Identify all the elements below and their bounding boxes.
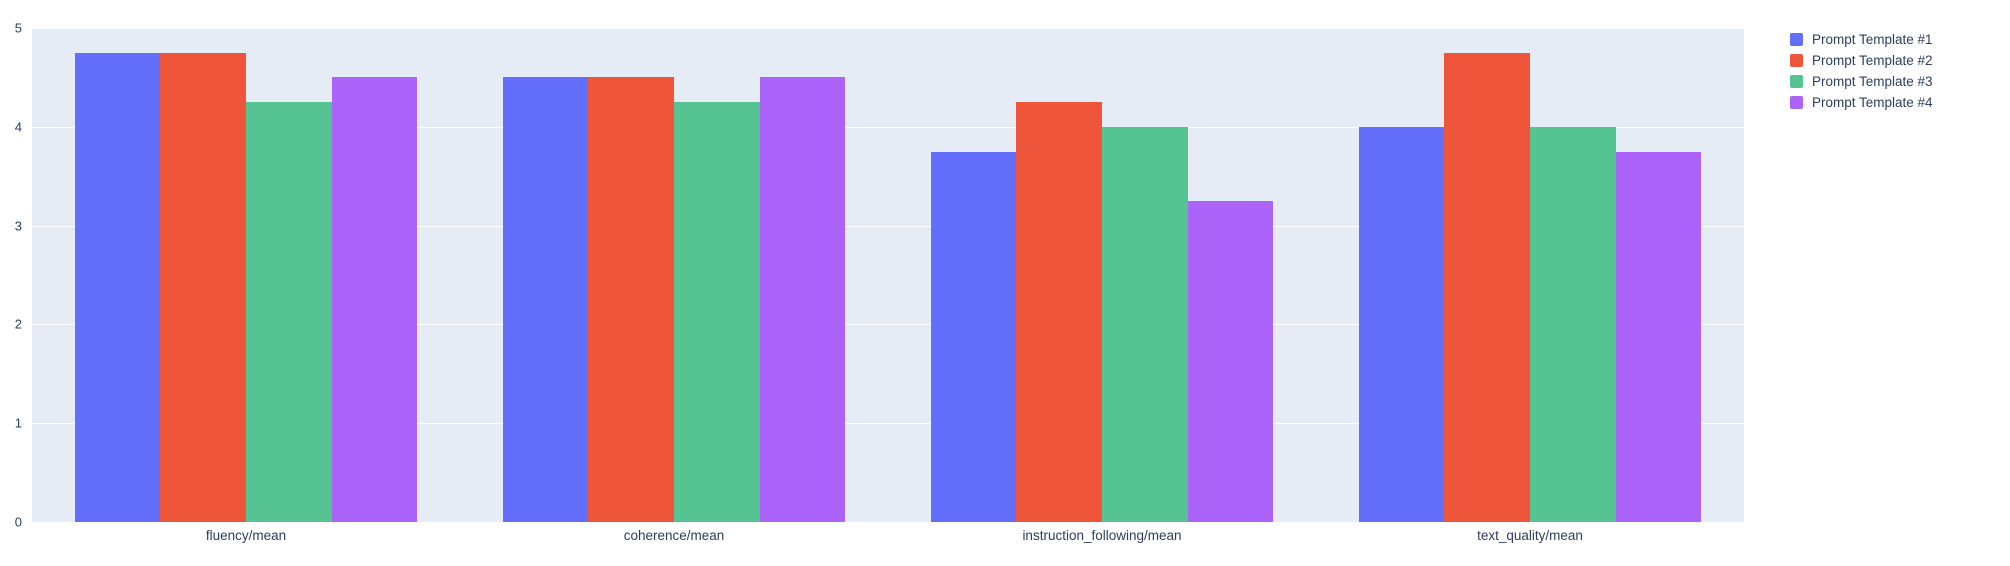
y-axis: 0 1 2 3 4 5 [0,22,26,529]
legend-label: Prompt Template #2 [1812,53,1933,68]
bar[interactable] [1101,126,1188,522]
bar[interactable] [245,102,332,522]
gridline [32,28,1744,29]
bar[interactable] [1529,126,1616,522]
bar[interactable] [1615,151,1702,522]
bar-group [502,28,846,522]
plot-area [32,28,1744,522]
bar[interactable] [502,77,589,522]
x-tick-label: text_quality/mean [1477,528,1583,543]
bar[interactable] [1444,52,1530,522]
legend-label: Prompt Template #4 [1812,95,1933,110]
x-tick-label: fluency/mean [205,528,287,543]
y-tick-label: 3 [14,218,22,234]
legend: Prompt Template #1 Prompt Template #2 Prom… [1790,32,1933,110]
gridline [32,324,1744,326]
bar-group [1358,28,1702,522]
bar[interactable] [1016,102,1102,522]
gridline [32,126,1744,128]
y-tick-label: 0 [14,514,22,530]
legend-swatch-icon [1790,33,1803,46]
bar[interactable] [759,77,846,522]
bar[interactable] [673,102,760,522]
bar[interactable] [74,52,161,522]
legend-label: Prompt Template #3 [1812,74,1933,89]
gridline [32,423,1744,425]
legend-swatch-icon [1790,96,1803,109]
legend-swatch-icon [1790,75,1803,88]
y-tick-label: 4 [14,119,22,135]
y-tick-label: 5 [14,20,22,36]
x-tick-label: coherence/mean [623,528,725,543]
x-axis: fluency/mean coherence/mean instruction_fo… [32,528,1744,543]
gridline [32,225,1744,227]
bar[interactable] [1358,126,1445,522]
x-tick-label: instruction_following/mean [1022,528,1182,543]
bar-group [74,28,418,522]
y-tick-label: 1 [14,415,22,431]
legend-item[interactable]: Prompt Template #4 [1790,95,1933,110]
legend-label: Prompt Template #1 [1812,32,1933,47]
bar[interactable] [160,52,246,522]
bar-group [930,28,1274,522]
bar-groups-container [32,28,1744,522]
bar[interactable] [1187,200,1274,522]
bar[interactable] [930,151,1017,522]
bar[interactable] [331,77,418,522]
legend-swatch-icon [1790,54,1803,67]
bar[interactable] [588,77,674,522]
legend-item[interactable]: Prompt Template #2 [1790,53,1933,68]
legend-item[interactable]: Prompt Template #3 [1790,74,1933,89]
y-tick-label: 2 [14,316,22,332]
legend-item[interactable]: Prompt Template #1 [1790,32,1933,47]
